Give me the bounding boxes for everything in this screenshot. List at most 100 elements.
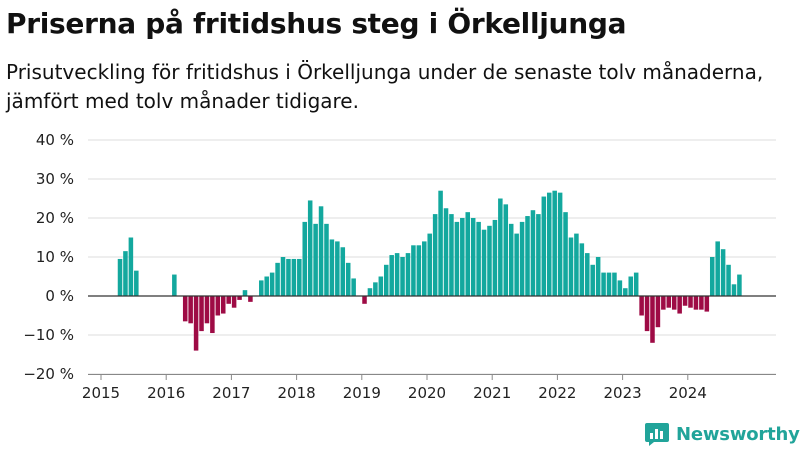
bar [264,276,269,296]
bar [226,296,231,304]
y-tick-label: −20 % [23,365,74,383]
bar [231,296,237,308]
bars [117,190,742,351]
bar [514,233,519,296]
bar [117,258,123,296]
bar [335,241,340,296]
grid-lines [88,139,776,375]
bar [204,296,210,324]
bar [579,243,585,296]
bar [699,296,704,310]
bar [677,296,682,314]
bar [563,212,568,296]
bar [682,296,688,306]
bar [422,241,427,296]
x-tick-label: 2021 [473,384,511,402]
bar [248,296,253,302]
bar [519,221,525,296]
bar [324,223,329,296]
newsworthy-logo-icon [645,423,669,446]
y-tick-label: 0 % [45,287,74,305]
bar [552,190,557,296]
bar [134,270,139,296]
bar [595,257,601,296]
x-tick-label: 2019 [343,384,381,402]
bar [383,264,389,296]
bar [481,229,487,296]
bar [720,249,726,296]
bar [400,257,405,296]
bar [639,296,644,316]
y-tick-label: 20 % [36,209,74,227]
bar [536,214,541,296]
bar [546,192,552,296]
bar [389,255,394,296]
bar [405,253,411,296]
bar [411,245,416,296]
bar [269,272,275,296]
bar [449,214,454,296]
bar [438,190,443,296]
bar [340,247,346,296]
bar [688,296,693,308]
bar [345,262,351,296]
bar [291,258,297,296]
bar [644,296,650,332]
bar [508,223,514,296]
bar [655,296,661,328]
bar [318,206,324,296]
bar [193,296,199,351]
bar [574,233,579,296]
x-tick-label: 2020 [408,384,446,402]
bar [568,237,574,296]
bar [237,296,242,300]
bar [215,296,221,316]
bar [362,296,367,304]
bar [671,296,677,310]
bar [666,296,672,308]
bar [731,284,737,296]
bar [367,288,373,296]
bar [128,237,134,296]
bar [329,239,335,296]
bar [351,278,356,296]
brand-logo[interactable]: Newsworthy [644,420,800,448]
bar [297,258,302,296]
bar [242,290,248,296]
bar [557,192,563,296]
x-tick-label: 2016 [147,384,185,402]
y-tick-label: −10 % [23,326,74,344]
bar [416,245,422,296]
bar [123,251,128,296]
bar [470,218,476,296]
bar [378,276,384,296]
bar [476,221,481,296]
bar [606,272,612,296]
bar [737,274,742,296]
x-tick-label: 2022 [538,384,576,402]
bar [313,223,318,296]
x-tick-label: 2024 [669,384,707,402]
bar [650,296,655,343]
labels: −20 % −10 % 0 % 10 % 20 % 30 % 40 % 2015 2016 201… [23,0,755,402]
bar [302,221,308,296]
axes [88,295,776,380]
bar [492,219,498,296]
bar [601,272,606,296]
bar [172,274,177,296]
bar [530,210,536,296]
y-tick-label: 30 % [36,170,74,188]
y-tick-label: 40 % [36,131,74,149]
y-tick-label: 10 % [36,248,74,266]
bar [715,241,720,296]
x-tick-label: 2015 [82,384,120,402]
bar [503,204,509,296]
bar [709,257,715,296]
bar [487,225,492,296]
bar [210,296,215,334]
bar [612,272,617,296]
bar [704,296,710,312]
bar [373,282,378,296]
bar [286,258,291,296]
bar [633,272,639,296]
